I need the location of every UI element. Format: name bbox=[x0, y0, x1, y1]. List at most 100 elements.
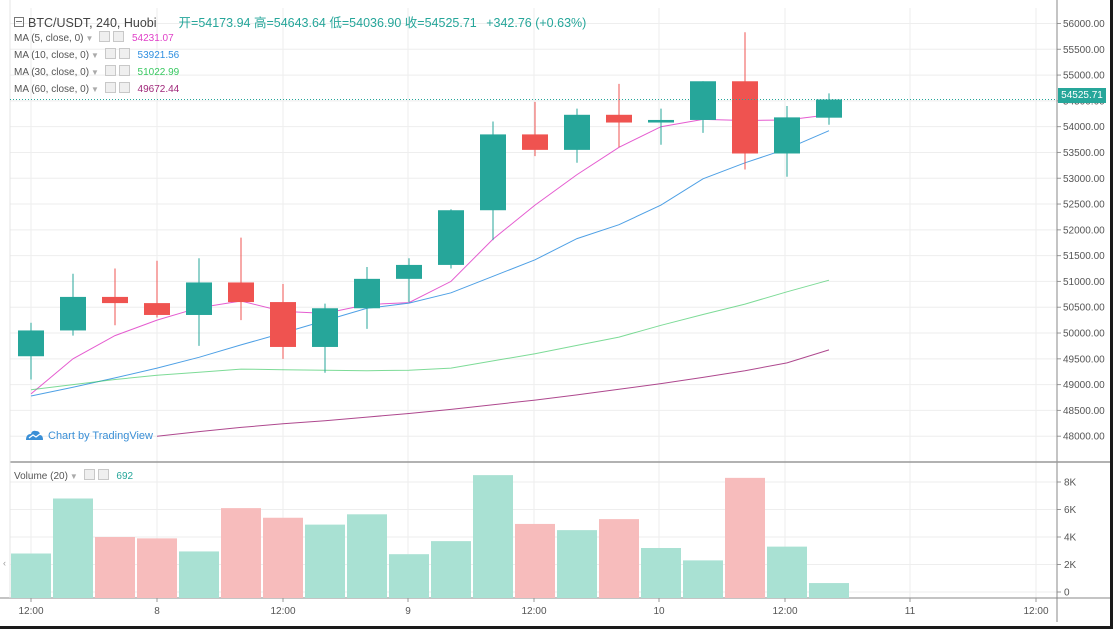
candle-body bbox=[522, 134, 548, 150]
time-tick-label: 12:00 bbox=[521, 606, 546, 617]
volume-value: 692 bbox=[116, 471, 134, 482]
ma5-value: 54231.07 bbox=[131, 33, 174, 44]
volume-bar bbox=[221, 508, 261, 598]
candle-body bbox=[480, 134, 506, 211]
volume-bar bbox=[389, 554, 429, 598]
ma10-label: MA (10, close, 0) bbox=[14, 50, 90, 61]
ma10-value: 53921.56 bbox=[137, 50, 180, 61]
close-icon[interactable] bbox=[118, 48, 130, 59]
volume-bar bbox=[11, 553, 51, 598]
watermark-text: Chart by TradingView bbox=[48, 430, 153, 442]
close-icon[interactable] bbox=[118, 82, 130, 93]
candle-body bbox=[354, 278, 380, 309]
volume-bar bbox=[809, 583, 849, 598]
ma5-line bbox=[30, 114, 830, 395]
volume-bar bbox=[95, 537, 135, 598]
ma30-line bbox=[30, 279, 830, 391]
settings-icon[interactable] bbox=[83, 469, 95, 480]
tradingview-logo-icon bbox=[26, 430, 43, 440]
volume-bar bbox=[599, 519, 639, 598]
chevron-down-icon[interactable]: ▼ bbox=[91, 51, 99, 60]
candle-body bbox=[144, 303, 170, 315]
volume-bar bbox=[557, 530, 597, 598]
candle-body bbox=[774, 117, 800, 154]
ma60-line bbox=[156, 349, 830, 437]
volume-bar bbox=[263, 517, 303, 598]
settings-icon[interactable] bbox=[104, 65, 116, 76]
settings-icon[interactable] bbox=[104, 48, 116, 59]
time-tick-label: 12:00 bbox=[772, 606, 797, 617]
tradingview-watermark[interactable]: Chart by TradingView bbox=[24, 428, 153, 442]
volume-bar bbox=[431, 541, 471, 598]
candle-body bbox=[396, 264, 422, 279]
time-tick-label: 9 bbox=[405, 606, 411, 617]
low-value: 低=54036.90 bbox=[329, 16, 402, 30]
volume-bar bbox=[347, 514, 387, 598]
volume-tick-label: 0 bbox=[1064, 588, 1070, 599]
volume-bar bbox=[515, 523, 555, 598]
ma10-line bbox=[30, 130, 830, 397]
open-value: 开=54173.94 bbox=[178, 16, 251, 30]
candle-body bbox=[270, 302, 296, 347]
volume-bar bbox=[473, 475, 513, 598]
chevron-down-icon[interactable]: ▼ bbox=[91, 68, 99, 77]
candle-body bbox=[438, 210, 464, 265]
scroll-left-icon[interactable]: ‹ bbox=[3, 558, 6, 568]
ma60-legend[interactable]: MA (60, close, 0) ▼ 49672.44 bbox=[14, 82, 179, 95]
candle-body bbox=[564, 114, 590, 150]
volume-tick-label: 2K bbox=[1064, 560, 1077, 571]
volume-bar bbox=[53, 498, 93, 598]
candle-body bbox=[102, 296, 128, 304]
ma5-legend[interactable]: MA (5, close, 0) ▼ 54231.07 bbox=[14, 31, 174, 44]
candle-body bbox=[606, 114, 632, 123]
volume-label: Volume (20) bbox=[14, 471, 68, 482]
volume-bar bbox=[305, 524, 345, 598]
price-tick-label: 53500.00 bbox=[1063, 148, 1105, 159]
candle-body bbox=[60, 296, 86, 331]
chevron-down-icon[interactable]: ▼ bbox=[69, 472, 78, 481]
price-tick-label: 49000.00 bbox=[1063, 380, 1105, 391]
price-tick-label: 52000.00 bbox=[1063, 225, 1105, 236]
price-tick-label: 54000.00 bbox=[1063, 122, 1105, 133]
price-tick-label: 49500.00 bbox=[1063, 354, 1105, 365]
ma30-legend[interactable]: MA (30, close, 0) ▼ 51022.99 bbox=[14, 65, 179, 78]
volume-bar bbox=[767, 546, 807, 598]
time-tick-label: 12:00 bbox=[270, 606, 295, 617]
symbol-title[interactable]: BTC/USDT, 240, Huobi bbox=[28, 16, 157, 30]
candle-body bbox=[228, 282, 254, 303]
collapse-icon[interactable] bbox=[14, 17, 24, 27]
candle-body bbox=[648, 119, 674, 123]
settings-icon[interactable] bbox=[104, 82, 116, 93]
close-icon[interactable] bbox=[97, 469, 109, 480]
price-tick-label: 55000.00 bbox=[1063, 71, 1105, 82]
volume-bar bbox=[683, 560, 723, 598]
symbol-header: BTC/USDT, 240, Huobi 开=54173.94 高=54643.6… bbox=[14, 12, 586, 31]
price-tick-label: 48000.00 bbox=[1063, 432, 1105, 443]
settings-icon[interactable] bbox=[99, 31, 111, 42]
ma10-legend[interactable]: MA (10, close, 0) ▼ 53921.56 bbox=[14, 48, 179, 61]
volume-bar bbox=[179, 551, 219, 598]
candle-body bbox=[186, 282, 212, 315]
close-icon[interactable] bbox=[113, 31, 125, 42]
volume-tick-label: 8K bbox=[1064, 478, 1077, 489]
chevron-down-icon[interactable]: ▼ bbox=[85, 34, 94, 43]
close-icon[interactable] bbox=[118, 65, 130, 76]
chevron-down-icon[interactable]: ▼ bbox=[91, 85, 99, 94]
time-tick-label: 8 bbox=[154, 606, 160, 617]
volume-bar bbox=[137, 538, 177, 598]
close-value: 收=54525.71 bbox=[404, 16, 477, 30]
time-tick-label: 12:00 bbox=[18, 606, 43, 617]
time-tick-label: 10 bbox=[653, 606, 665, 617]
ma5-label: MA (5, close, 0) bbox=[14, 33, 84, 44]
volume-tick-label: 6K bbox=[1064, 505, 1077, 516]
price-tick-label: 56000.00 bbox=[1063, 19, 1105, 30]
price-tick-label: 51500.00 bbox=[1063, 251, 1105, 262]
price-tick-label: 48500.00 bbox=[1063, 406, 1105, 417]
candle-body bbox=[18, 330, 44, 357]
ma60-label: MA (60, close, 0) bbox=[14, 84, 90, 95]
volume-legend[interactable]: Volume (20) ▼ 692 bbox=[14, 469, 133, 482]
price-tick-label: 55500.00 bbox=[1063, 45, 1105, 56]
price-tick-label: 50000.00 bbox=[1063, 329, 1105, 340]
